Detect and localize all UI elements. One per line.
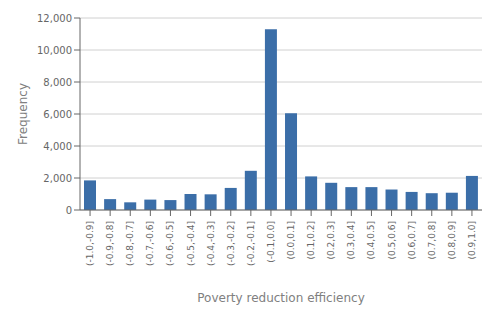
svg-text:(-0.1,0.0]: (-0.1,0.0]: [266, 221, 276, 263]
svg-text:(-0.4,-0.3]: (-0.4,-0.3]: [206, 221, 216, 266]
svg-text:(0.1,0.2]: (0.1,0.2]: [306, 221, 316, 260]
svg-text:Frequency: Frequency: [16, 83, 30, 145]
svg-text:4,000: 4,000: [43, 141, 72, 152]
svg-text:(-1.0,-0.9]: (-1.0,-0.9]: [85, 221, 95, 266]
svg-text:(0.5,0.6]: (0.5,0.6]: [387, 221, 397, 260]
svg-text:0: 0: [66, 205, 72, 216]
svg-text:(0.4,0.5]: (0.4,0.5]: [366, 221, 376, 260]
svg-text:2,000: 2,000: [43, 173, 72, 184]
svg-text:(-0.5,-0.4]: (-0.5,-0.4]: [186, 221, 196, 266]
svg-text:(0.3,0.4]: (0.3,0.4]: [346, 221, 356, 260]
svg-text:(0.7,0.8]: (0.7,0.8]: [427, 221, 437, 260]
svg-text:8,000: 8,000: [43, 77, 72, 88]
svg-text:(0.8,0.9]: (0.8,0.9]: [447, 221, 457, 260]
svg-text:(-0.6,-0.5]: (-0.6,-0.5]: [165, 221, 175, 266]
svg-text:(0.2,0.3]: (0.2,0.3]: [326, 221, 336, 260]
svg-text:(-0.8,-0.7]: (-0.8,-0.7]: [125, 221, 135, 266]
svg-text:Poverty reduction efficiency: Poverty reduction efficiency: [197, 291, 364, 305]
svg-text:(-0.7,-0.6]: (-0.7,-0.6]: [145, 221, 155, 266]
svg-text:6,000: 6,000: [43, 109, 72, 120]
svg-text:10,000: 10,000: [37, 45, 72, 56]
svg-text:(0.6,0.7]: (0.6,0.7]: [407, 221, 417, 260]
svg-text:(-0.2,-0.1]: (-0.2,-0.1]: [246, 221, 256, 266]
svg-text:12,000: 12,000: [37, 13, 72, 24]
svg-text:(-0.9,-0.8]: (-0.9,-0.8]: [105, 221, 115, 266]
svg-text:(0.0,0.1]: (0.0,0.1]: [286, 221, 296, 260]
svg-text:(-0.3,-0.2]: (-0.3,-0.2]: [226, 221, 236, 266]
svg-text:(0.9,1.0]: (0.9,1.0]: [467, 221, 477, 260]
